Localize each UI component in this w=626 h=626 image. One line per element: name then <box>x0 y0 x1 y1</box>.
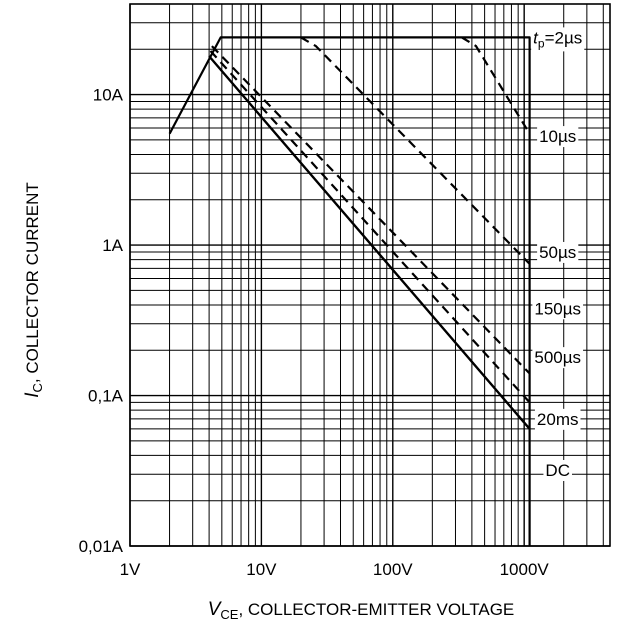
x-tick-label: 100V <box>373 560 413 579</box>
curve-dc <box>208 55 531 430</box>
x-axis-subscript: CE <box>220 607 238 622</box>
curve-label: 150µs <box>534 299 581 318</box>
curve-label-bg <box>531 27 585 52</box>
x-axis-symbol: V <box>208 599 223 620</box>
curve-label-italic: t <box>533 28 539 47</box>
curve-label: 500µs <box>534 348 581 367</box>
x-tick-label: 1000V <box>500 560 550 579</box>
curve-label-bg <box>532 298 584 320</box>
x-axis-title: VCE, COLLECTOR-EMITTER VOLTAGE <box>208 599 515 622</box>
curve-label: tp=2µs <box>533 28 582 50</box>
curve-150s <box>211 45 531 375</box>
y-tick-label: 0,01A <box>79 537 124 556</box>
curve-label: 20ms <box>537 410 579 429</box>
y-tick-label: 0,1A <box>88 387 124 406</box>
chart-frame <box>129 3 611 547</box>
curve-tp2s <box>168 36 531 546</box>
curve-label-bg <box>532 347 584 369</box>
curve-500s <box>209 50 531 404</box>
curve-label-bg <box>537 126 579 148</box>
y-axis-subscript: C <box>30 383 45 392</box>
plot-border <box>129 3 611 547</box>
x-tick-label: 1V <box>120 560 141 579</box>
curve-label-backgrounds <box>531 27 585 481</box>
x-tick-labels: 1V 10V 100V 1000V <box>120 560 550 579</box>
curve-label-bg <box>537 241 579 263</box>
curve-label: DC <box>545 461 570 480</box>
y-tick-labels: 0,01A 0,1A 1A 10A <box>79 86 124 556</box>
curve-labels: tp=2µs 10µs 50µs 150µs 500µs 20ms DC <box>533 28 582 480</box>
curve-label-rest: =2µs <box>545 28 583 47</box>
y-tick-label: 1A <box>102 236 123 255</box>
y-axis-symbol: I <box>22 392 43 398</box>
curve-label: 10µs <box>539 127 576 146</box>
chart-grid <box>129 3 610 547</box>
curve-50s <box>300 36 531 265</box>
y-axis-title: IC, COLLECTOR CURRENT <box>22 182 45 398</box>
curve-label-bg <box>534 408 581 430</box>
curve-10s <box>461 36 531 135</box>
y-axis-text: , COLLECTOR CURRENT <box>23 182 42 383</box>
curve-label: 50µs <box>539 243 576 262</box>
y-tick-label: 10A <box>93 86 124 105</box>
curve-label-sub: p <box>538 36 545 50</box>
curve-label-bg <box>543 459 572 481</box>
x-axis-text: , COLLECTOR-EMITTER VOLTAGE <box>238 600 514 619</box>
chart-curves <box>168 36 531 546</box>
x-tick-label: 10V <box>246 560 277 579</box>
